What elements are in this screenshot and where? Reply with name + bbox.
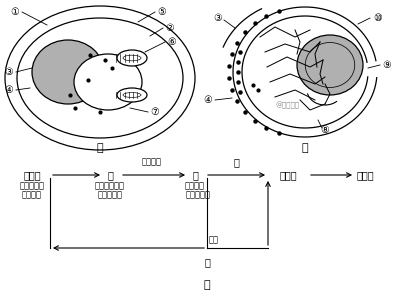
Text: ③: ③ [214, 13, 222, 23]
Ellipse shape [117, 50, 147, 66]
Text: 丙: 丙 [204, 280, 210, 290]
Ellipse shape [74, 54, 142, 110]
Ellipse shape [32, 40, 104, 104]
Text: ③: ③ [4, 67, 13, 77]
Text: 核糖体: 核糖体 [23, 170, 41, 180]
Text: ⑬: ⑬ [233, 157, 239, 167]
Ellipse shape [117, 88, 147, 102]
Text: 细胞膜: 细胞膜 [279, 170, 297, 180]
Text: ④: ④ [204, 95, 213, 105]
Text: @正确教育: @正确教育 [275, 101, 299, 109]
Text: ⑫: ⑫ [192, 170, 198, 180]
Text: （加工肽链形: （加工肽链形 [95, 181, 125, 191]
Text: ⑧: ⑧ [321, 125, 329, 135]
Text: ⑦: ⑦ [151, 107, 159, 117]
Text: 供能: 供能 [209, 235, 219, 245]
Text: ⑤: ⑤ [158, 7, 166, 17]
Text: 细胞外: 细胞外 [356, 170, 374, 180]
Text: 具膜小泡: 具膜小泡 [142, 158, 162, 166]
Text: 成肽链）: 成肽链） [22, 191, 42, 200]
Ellipse shape [297, 35, 363, 95]
Text: ⑩: ⑩ [374, 13, 382, 23]
Text: 成蛋白质）: 成蛋白质） [97, 191, 122, 200]
Text: ⑪: ⑪ [107, 170, 113, 180]
Text: ⑭: ⑭ [204, 257, 210, 267]
Text: （进一步: （进一步 [185, 181, 205, 191]
Text: ⑥: ⑥ [168, 37, 177, 47]
Text: 甲: 甲 [97, 143, 103, 153]
Text: 修饰加工）: 修饰加工） [185, 191, 210, 200]
Text: 乙: 乙 [302, 143, 308, 153]
Text: ②: ② [166, 23, 175, 33]
Text: （氨基酸形: （氨基酸形 [19, 181, 44, 191]
Text: ④: ④ [4, 85, 13, 95]
Text: ①: ① [11, 7, 19, 17]
Text: ⑨: ⑨ [383, 60, 391, 70]
